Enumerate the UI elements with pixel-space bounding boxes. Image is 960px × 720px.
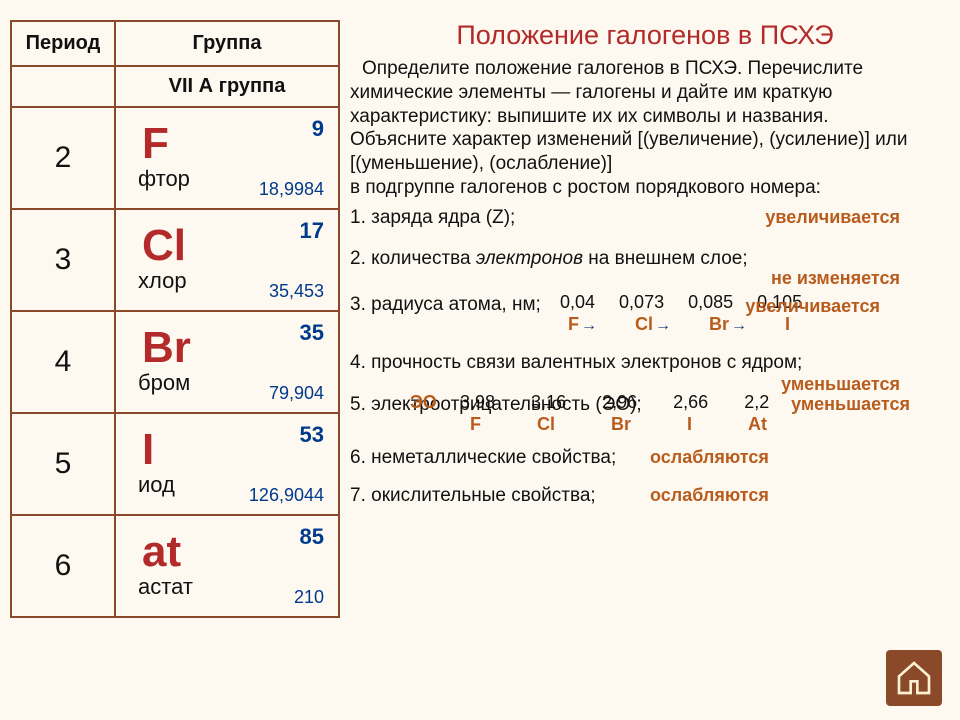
element-cell-Cl: Cl 17 хлор 35,453 — [115, 209, 339, 311]
page-title: Положение галогенов в ПСХЭ — [350, 20, 940, 51]
element-cell-F: F 9 фтор 18,9984 — [115, 107, 339, 209]
answer-7: ослабляются — [650, 484, 769, 507]
question-3: 3. радиуса атома, нм; 0,04 0,073 0,085 0… — [350, 293, 940, 317]
answer-1: увеличивается — [765, 206, 900, 229]
home-button[interactable] — [886, 650, 942, 706]
home-icon — [894, 658, 934, 698]
eo-values: 3,98 3,16 2,96 2,66 2,2 — [460, 391, 769, 414]
question-1: 1. заряда ядра (Z); увеличивается — [350, 206, 940, 230]
intro-text: Определите положение галогенов в ПСХЭ. П… — [350, 57, 940, 200]
question-4: 4. прочность связи валентных электронов … — [350, 351, 940, 375]
eo-symbols: F Cl Br I At — [470, 413, 767, 436]
answer-5: уменьшается — [791, 393, 910, 416]
th-subgroup: VII А группа — [115, 66, 339, 107]
th-period: Период — [11, 21, 115, 66]
element-row: 3 Cl 17 хлор 35,453 — [11, 209, 339, 311]
element-row: 4 Br 35 бром 79,904 — [11, 311, 339, 413]
radius-symbols: F→ Cl→ Br→ I — [568, 313, 790, 336]
element-row: 2 F 9 фтор 18,9984 — [11, 107, 339, 209]
element-cell-I: I 53 иод 126,9044 — [115, 413, 339, 515]
th-group: Группа — [115, 21, 339, 66]
eo-label: ЭО — [410, 391, 437, 414]
text-content: Положение галогенов в ПСХЭ Определите по… — [350, 20, 940, 618]
element-symbol: F — [142, 122, 169, 166]
element-cell-At: at 85 астат 210 — [115, 515, 339, 617]
periodic-table-fragment: Период Группа VII А группа 2 F 9 фтор 18… — [10, 20, 340, 618]
question-6: 6. неметаллические свойства; ослабляются — [350, 446, 940, 470]
question-2: 2. количества электронов на внешнем слое… — [350, 247, 940, 271]
element-name: фтор — [138, 166, 190, 192]
answer-6: ослабляются — [650, 446, 769, 469]
element-row: 5 I 53 иод 126,9044 — [11, 413, 339, 515]
element-row: 6 at 85 астат 210 — [11, 515, 339, 617]
question-7: 7. окислительные свойства; ослабляются — [350, 484, 940, 508]
halogens-table: Период Группа VII А группа 2 F 9 фтор 18… — [10, 20, 340, 618]
question-5: 5. электроотрицательность (ЭО); ЭО 3,98 … — [350, 393, 940, 417]
atomic-mass: 18,9984 — [259, 179, 324, 200]
element-cell-Br: Br 35 бром 79,904 — [115, 311, 339, 413]
atomic-number: 9 — [312, 116, 324, 142]
answer-2: не изменяется — [771, 267, 900, 290]
